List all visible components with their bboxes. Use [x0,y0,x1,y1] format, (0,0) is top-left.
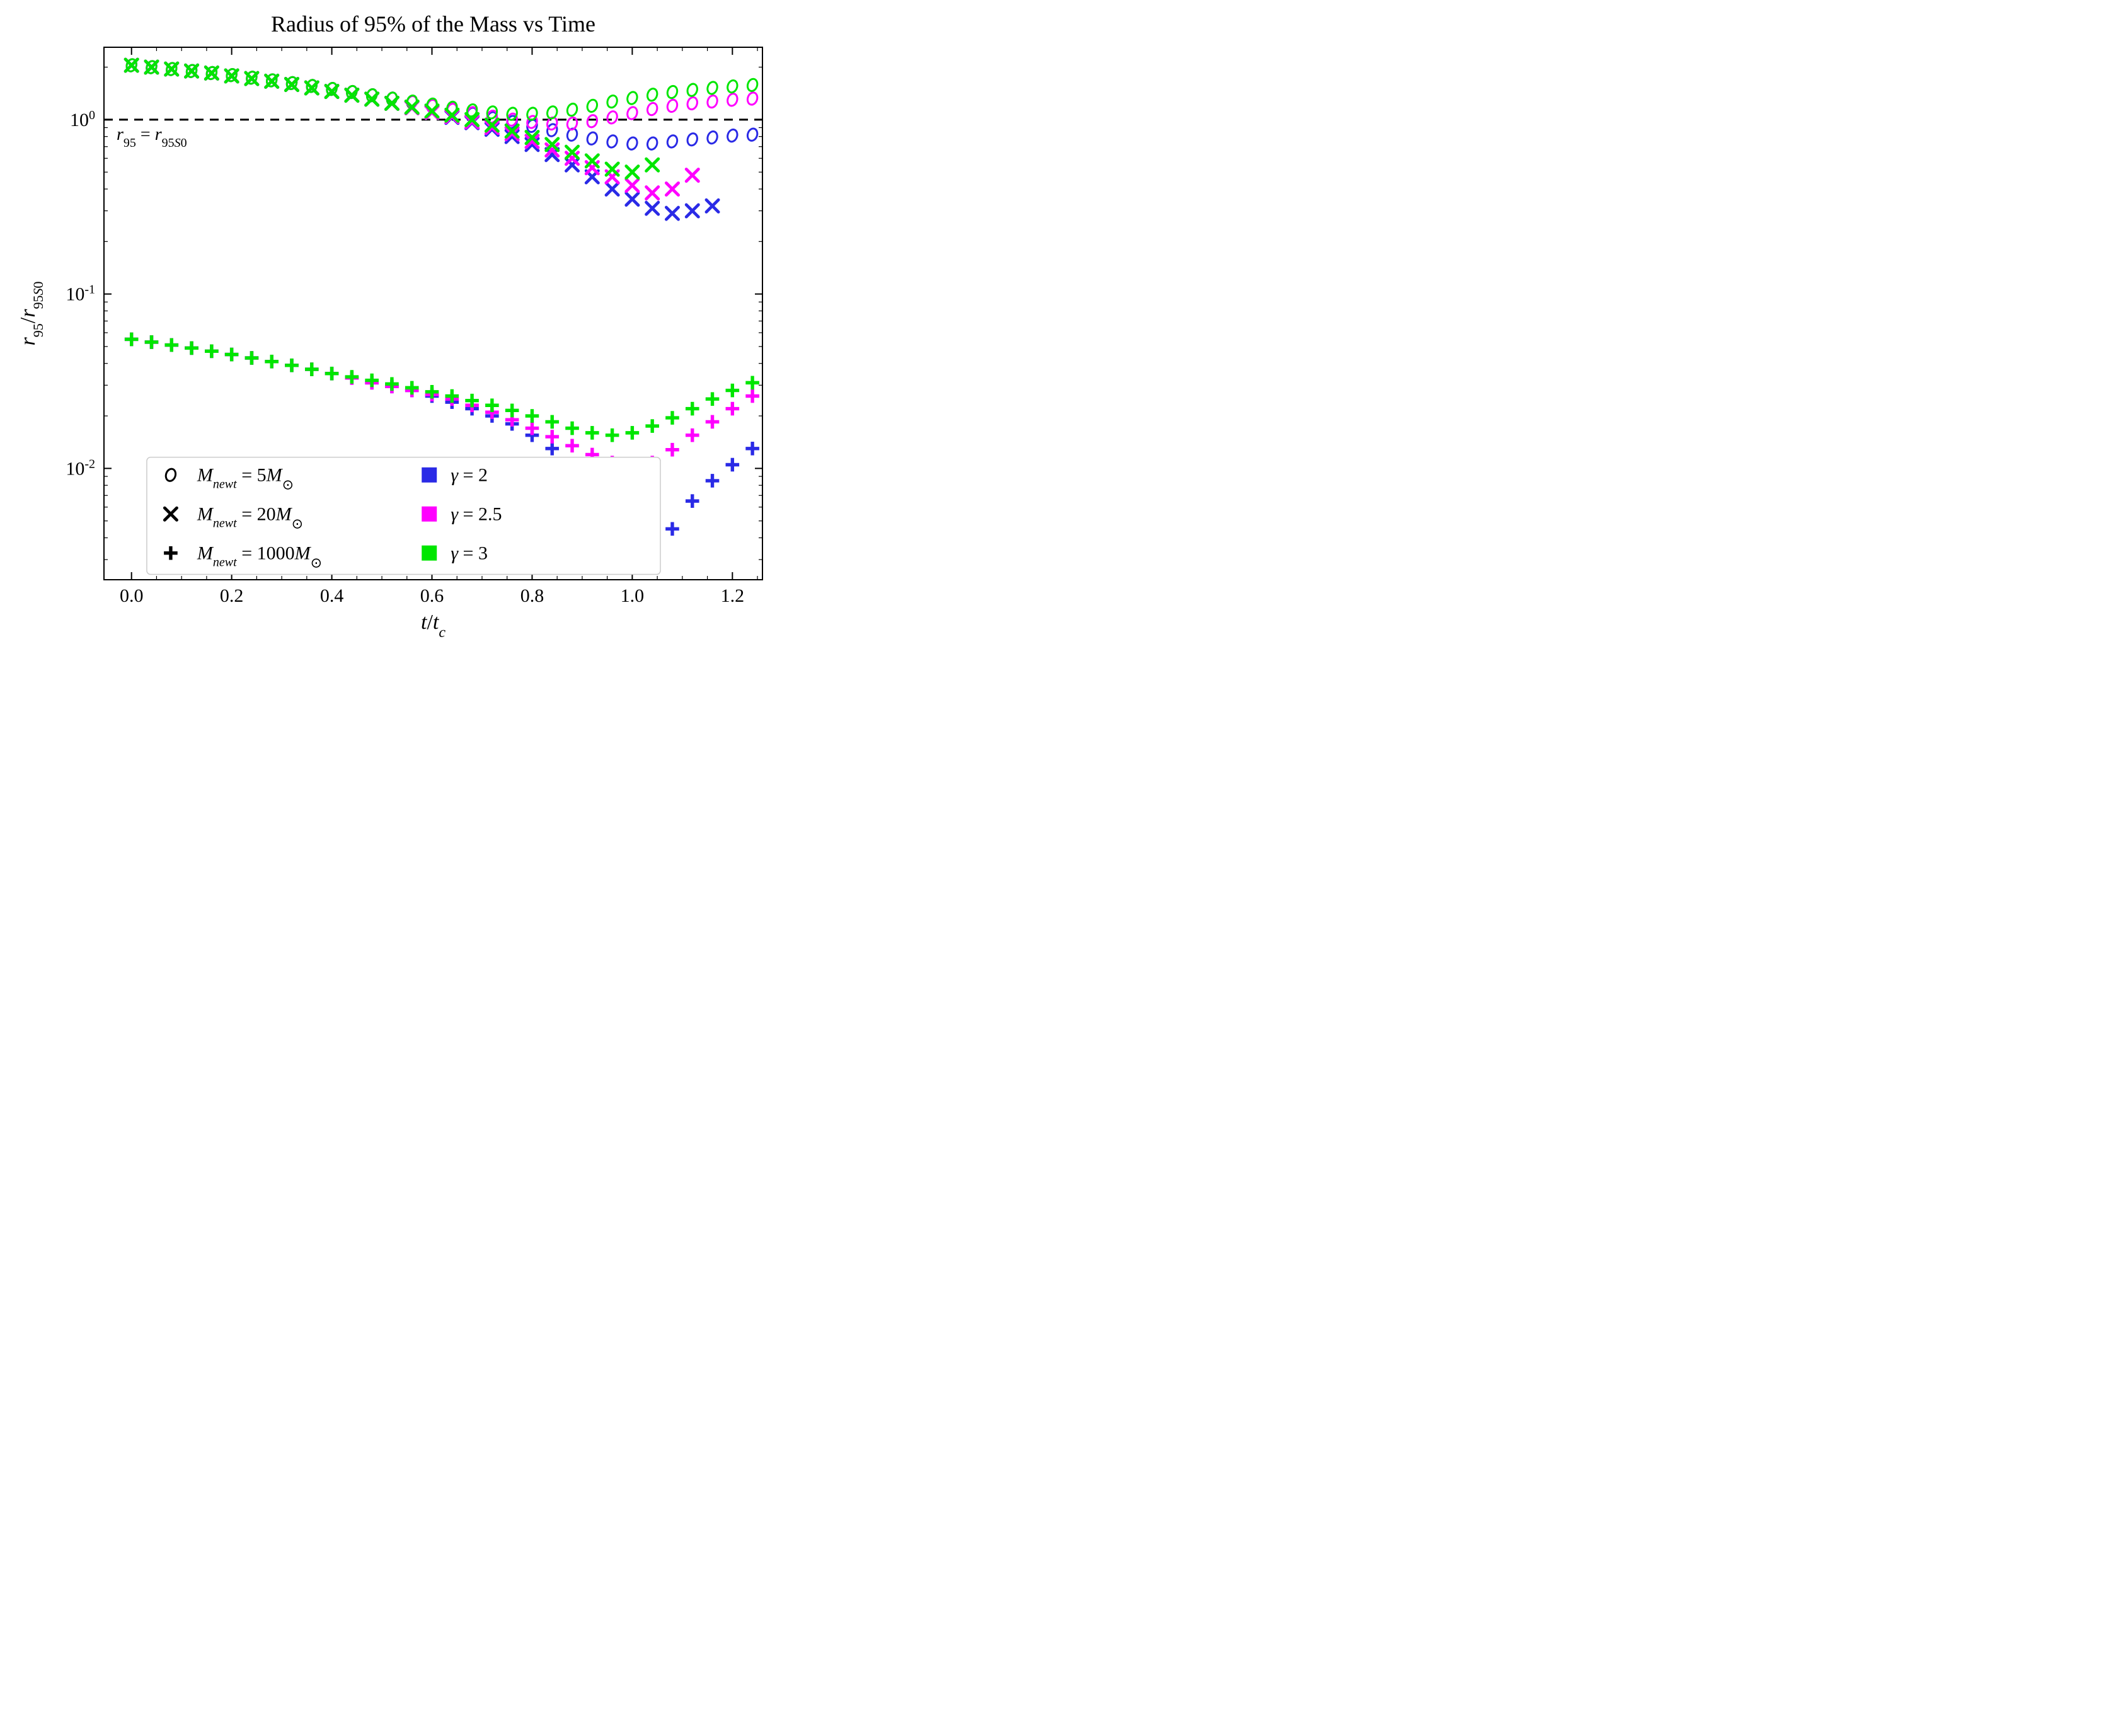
legend-item-label: γ = 3 [451,543,488,564]
y-tick-label: 10-2 [66,457,95,479]
series-x_g25 [125,59,698,199]
series-o_g3 [125,58,759,121]
x-tick-label: 1.0 [621,585,645,606]
legend: Mnewt = 5M⊙Mnewt = 20M⊙Mnewt = 1000M⊙γ =… [147,457,660,575]
x-tick-label: 0.0 [120,585,144,606]
series-p_g25 [125,333,759,475]
chart-container: 0.0 0.2 0.4 0.6 0.8 1.0 1.2 10-2 10-1 100 Radius o… [0,0,788,650]
legend-item-label: γ = 2.5 [451,504,502,525]
reference-label: r95 = r95S0 [117,125,187,150]
y-axis-label: r95/r95S0 [16,282,46,346]
chart-svg: 0.0 0.2 0.4 0.6 0.8 1.0 1.2 10-2 10-1 100 Radius o… [0,0,788,650]
x-tick-label: 0.2 [220,585,244,606]
chart-title: Radius of 95% of the Mass vs Time [271,11,595,37]
x-tick-label: 0.6 [420,585,444,606]
series-p_g3 [125,333,759,442]
x-tick-label: 0.4 [320,585,344,606]
legend-item-label: γ = 2 [451,465,488,486]
x-axis-label: t/tc [421,611,446,641]
y-tick-label: 100 [70,108,95,130]
y-tick-label: 10-1 [66,283,95,305]
x-tick-label: 0.8 [520,585,544,606]
series-o_g2 [125,58,759,151]
x-tick-label: 1.2 [721,585,745,606]
